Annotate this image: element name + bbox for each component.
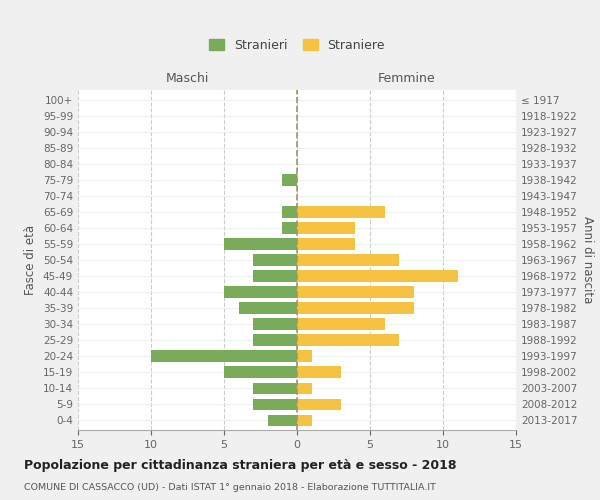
Bar (283, 174, 297, 186)
Bar (253, 334, 297, 346)
Y-axis label: Anni di nascita: Anni di nascita (581, 216, 594, 304)
Bar (297, 286, 414, 298)
Bar (297, 334, 399, 346)
Bar (253, 270, 297, 282)
Bar (297, 254, 399, 266)
Legend: Stranieri, Straniere: Stranieri, Straniere (205, 35, 389, 56)
Bar (239, 302, 297, 314)
Bar (297, 270, 458, 282)
Bar (297, 414, 311, 426)
Bar (297, 222, 355, 234)
Text: Femmine: Femmine (377, 72, 436, 85)
Bar (297, 366, 341, 378)
Bar (224, 238, 297, 250)
Bar (283, 222, 297, 234)
Text: COMUNE DI CASSACCO (UD) - Dati ISTAT 1° gennaio 2018 - Elaborazione TUTTITALIA.I: COMUNE DI CASSACCO (UD) - Dati ISTAT 1° … (24, 484, 436, 492)
Bar (283, 206, 297, 218)
Bar (253, 382, 297, 394)
Text: Popolazione per cittadinanza straniera per età e sesso - 2018: Popolazione per cittadinanza straniera p… (24, 460, 457, 472)
Bar (224, 286, 297, 298)
Bar (297, 238, 355, 250)
Bar (224, 366, 297, 378)
Bar (297, 350, 311, 362)
Y-axis label: Fasce di età: Fasce di età (25, 225, 37, 295)
Bar (297, 302, 414, 314)
Text: Maschi: Maschi (166, 72, 209, 85)
Bar (151, 350, 297, 362)
Bar (268, 414, 297, 426)
Bar (297, 382, 311, 394)
Bar (297, 398, 341, 410)
Bar (253, 318, 297, 330)
Bar (253, 254, 297, 266)
Bar (253, 398, 297, 410)
Bar (297, 318, 385, 330)
Bar (297, 206, 385, 218)
